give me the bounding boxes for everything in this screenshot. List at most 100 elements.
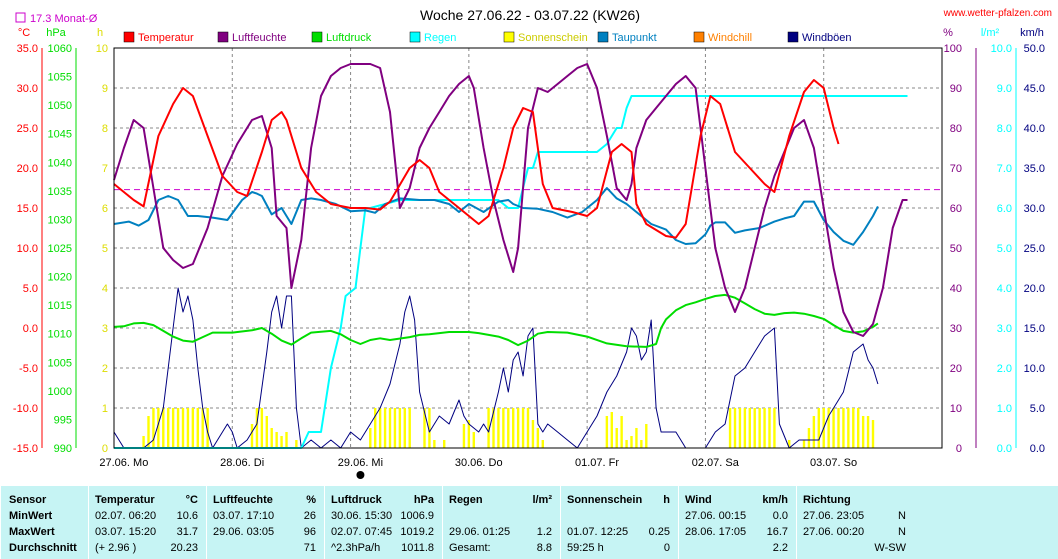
axis-unit-wind: km/h xyxy=(1020,27,1044,39)
tick-label-rain: 9.0 xyxy=(997,83,1012,95)
stats-cell-value: 10.6 xyxy=(176,510,198,522)
legend-swatch xyxy=(311,31,323,43)
stats-header-wind: Wind xyxy=(685,494,712,506)
stats-cell-time: 03.07. 17:10 xyxy=(213,510,275,522)
stats-cell-value: 16.7 xyxy=(766,526,788,538)
sunshine-bar xyxy=(280,436,283,448)
stats-header-temp: Temperatur xyxy=(95,494,155,506)
sunshine-bar xyxy=(176,408,180,448)
stats-cell-time: ^2.3hPa/h xyxy=(331,542,381,554)
moon-icon xyxy=(356,471,365,479)
sunshine-bar xyxy=(866,416,870,448)
stats-cell-value: 71 xyxy=(303,542,316,554)
tick-label-humidity: 0 xyxy=(956,443,962,455)
stats-cell-time: 02.07. 06:20 xyxy=(95,510,157,522)
stats-column: Luftfeuchte% 03.07. 17:10 26 29.06. 03:05 96… xyxy=(206,486,324,559)
tick-label-pressure: 1045 xyxy=(48,129,72,141)
sunshine-bar xyxy=(728,408,732,448)
sunshine-bar xyxy=(857,408,860,448)
sunshine-bar xyxy=(398,408,402,448)
sunshine-bar xyxy=(250,424,254,448)
sunshine-bar xyxy=(625,440,628,448)
stats-column: Luftdruck hPa 30.06. 15:30 1006.9 02.07. 07:… xyxy=(324,486,442,559)
tick-label-rain: 4.0 xyxy=(997,283,1012,295)
sunshine-bar xyxy=(788,440,791,448)
sunshine-bar xyxy=(541,440,544,448)
sunshine-bar xyxy=(265,416,268,448)
tick-label-pressure: 995 xyxy=(54,414,72,426)
sunshine-bar xyxy=(467,420,471,448)
tick-label-pressure: 1055 xyxy=(48,72,72,84)
sunshine-bar xyxy=(181,408,185,448)
tick-label-temp: 15.0 xyxy=(17,203,38,215)
stats-cell-value: 1.2 xyxy=(536,526,552,538)
tick-label-pressure: 1020 xyxy=(48,272,72,284)
legend-label: Luftdruck xyxy=(326,32,372,44)
sunshine-bar xyxy=(255,408,259,448)
sunshine-bar xyxy=(536,428,540,448)
tick-label-pressure: 1040 xyxy=(48,157,72,169)
stats-header-unit: hPa xyxy=(413,494,434,506)
tick-label-humidity: 50 xyxy=(950,243,962,255)
tick-label-humidity: 90 xyxy=(950,83,962,95)
legend-label: Taupunkt xyxy=(612,32,657,44)
tick-label-humidity: 20 xyxy=(950,363,962,375)
legend-swatch xyxy=(787,31,799,43)
day-label: 02.07. Sa xyxy=(692,457,740,469)
tick-label-temp: 30.0 xyxy=(17,83,38,95)
sunshine-bar xyxy=(152,408,155,448)
stats-row-label: MaxWert xyxy=(9,526,55,538)
sunshine-bar xyxy=(433,440,436,448)
tick-label-pressure: 1050 xyxy=(48,100,72,112)
tick-label-temp: -15.0 xyxy=(13,443,38,455)
sunshine-bar xyxy=(162,408,165,448)
sunshine-bar xyxy=(285,432,288,448)
legend-label: Windchill xyxy=(708,32,752,44)
stats-header-unit: % xyxy=(306,494,316,506)
sunshine-bar xyxy=(275,432,278,448)
stats-cell-value: 0.0 xyxy=(772,510,788,522)
sunshine-bar xyxy=(733,408,737,448)
tick-label-sun: 7 xyxy=(102,163,108,175)
tick-label-wind: 5.0 xyxy=(1030,403,1045,415)
stats-column: Regen l/m² 29.06. 01:25 1.2 Gesamt: 8.8 xyxy=(442,486,560,559)
stats-cell-time: 29.06. 01:25 xyxy=(449,526,511,538)
stats-header-unit: l/m² xyxy=(532,494,552,506)
stats-cell-time: 27.06. 00:20 xyxy=(803,526,865,538)
tick-label-humidity: 10 xyxy=(950,403,962,415)
sunshine-bar xyxy=(147,416,150,448)
tick-label-wind: 0.0 xyxy=(1030,443,1045,455)
series-line-temperatur xyxy=(113,79,840,239)
day-label: 27.06. Mo xyxy=(99,457,148,469)
sunshine-bar xyxy=(842,408,845,448)
legend-label: Sonnenschein xyxy=(518,32,588,44)
stats-cell-value: 1019.2 xyxy=(400,526,434,538)
sunshine-bar xyxy=(388,408,392,448)
sunshine-bar xyxy=(773,408,776,448)
stats-column: Wind km/h 27.06. 00:15 0.0 28.06. 17:05 16.7 2… xyxy=(678,486,796,559)
stats-cell-time: 02.07. 07:45 xyxy=(331,526,393,538)
stats-cell-value: 8.8 xyxy=(536,542,552,554)
stats-column: Sonnenschein h 01.07. 12:25 0.25 59:25 h 0 xyxy=(560,486,678,559)
chart-title: Woche 27.06.22 - 03.07.22 (KW26) xyxy=(420,7,640,23)
axis-unit-temp: °C xyxy=(18,27,30,39)
tick-label-temp: 35.0 xyxy=(17,43,38,55)
stats-cell-value: 31.7 xyxy=(176,526,198,538)
sunshine-bar xyxy=(871,420,875,448)
tick-label-wind: 15.0 xyxy=(1024,323,1045,335)
site-link[interactable]: www.wetter-pfalzen.com xyxy=(943,8,1052,19)
sunshine-bar xyxy=(403,408,406,448)
monthly-avg-label: 17.3 Monat-Ø xyxy=(30,13,98,25)
stats-column: Temperatur °C 02.07. 06:20 10.6 03.07. 15:20… xyxy=(88,486,206,559)
sunshine-bar xyxy=(802,440,806,448)
stats-cell-time: 03.07. 15:20 xyxy=(95,526,157,538)
tick-label-humidity: 30 xyxy=(950,323,962,335)
stats-column: Richtung 27.06. 23:05 N 27.06. 00:20 N W-SW xyxy=(796,486,914,559)
sunshine-bar xyxy=(753,408,756,448)
tick-label-sun: 2 xyxy=(102,363,108,375)
tick-label-pressure: 1025 xyxy=(48,243,72,255)
sunshine-bar xyxy=(852,408,855,448)
sunshine-bar xyxy=(443,440,446,448)
sunshine-bar xyxy=(812,416,816,448)
tick-label-sun: 3 xyxy=(102,323,108,335)
